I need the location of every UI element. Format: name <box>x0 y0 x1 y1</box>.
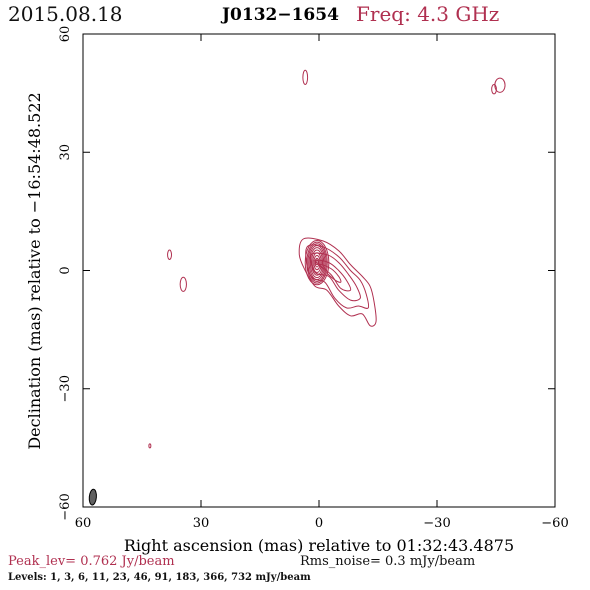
jet-contour <box>305 244 370 309</box>
rms-noise: Rms_noise= 0.3 mJy/beam <box>300 554 476 569</box>
source-name: J0132−1654 <box>222 5 339 25</box>
frequency-label: Freq: 4.3 GHz <box>356 2 499 26</box>
component-contour <box>491 83 497 95</box>
observation-date: 2015.08.18 <box>8 2 123 26</box>
plot-frame <box>82 33 556 508</box>
core-contour <box>314 257 320 268</box>
contour-levels: Levels: 1, 3, 6, 11, 23, 46, 91, 183, 36… <box>8 572 311 583</box>
core-contour <box>304 240 330 286</box>
component-contour <box>167 249 173 260</box>
y-tick-label: −60 <box>58 493 73 520</box>
x-tick-label: −60 <box>541 516 568 531</box>
peak-level: Peak_lev= 0.762 Jy/beam <box>8 554 175 569</box>
y-tick-label: −30 <box>58 375 73 402</box>
x-tick-label: 60 <box>75 516 92 531</box>
x-tick-label: −30 <box>423 516 450 531</box>
component-contour <box>494 77 506 93</box>
x-tick-label: 30 <box>193 516 210 531</box>
core-contour <box>311 249 324 276</box>
core-contour <box>306 241 328 284</box>
beam-ellipse <box>88 488 97 506</box>
core-contour <box>307 243 327 283</box>
y-tick-label: 0 <box>58 266 73 274</box>
component-contour <box>148 443 152 449</box>
x-tick-label: 0 <box>315 516 323 531</box>
component-contour <box>302 69 309 85</box>
y-axis-label: Declination (mas) relative to −16:54:48.… <box>25 92 44 449</box>
component-contour <box>179 276 187 292</box>
jet-contour <box>318 263 342 283</box>
y-tick-label: 30 <box>58 144 73 161</box>
y-tick-label: 60 <box>58 26 73 43</box>
contour-layer <box>88 69 506 506</box>
core-contour <box>309 247 325 279</box>
core-contour <box>312 252 322 273</box>
x-axis-label: Right ascension (mas) relative to 01:32:… <box>124 536 514 555</box>
core-contour <box>315 260 319 266</box>
core-contour <box>308 245 326 281</box>
axis-ticks: 60 30 0 −30 −60 −60 −30 0 30 60 <box>58 26 569 531</box>
freq-prefix: Freq: <box>356 2 411 26</box>
freq-value: 4.3 GHz <box>417 2 500 26</box>
jet-contour <box>314 259 352 292</box>
core-contour <box>313 255 321 271</box>
